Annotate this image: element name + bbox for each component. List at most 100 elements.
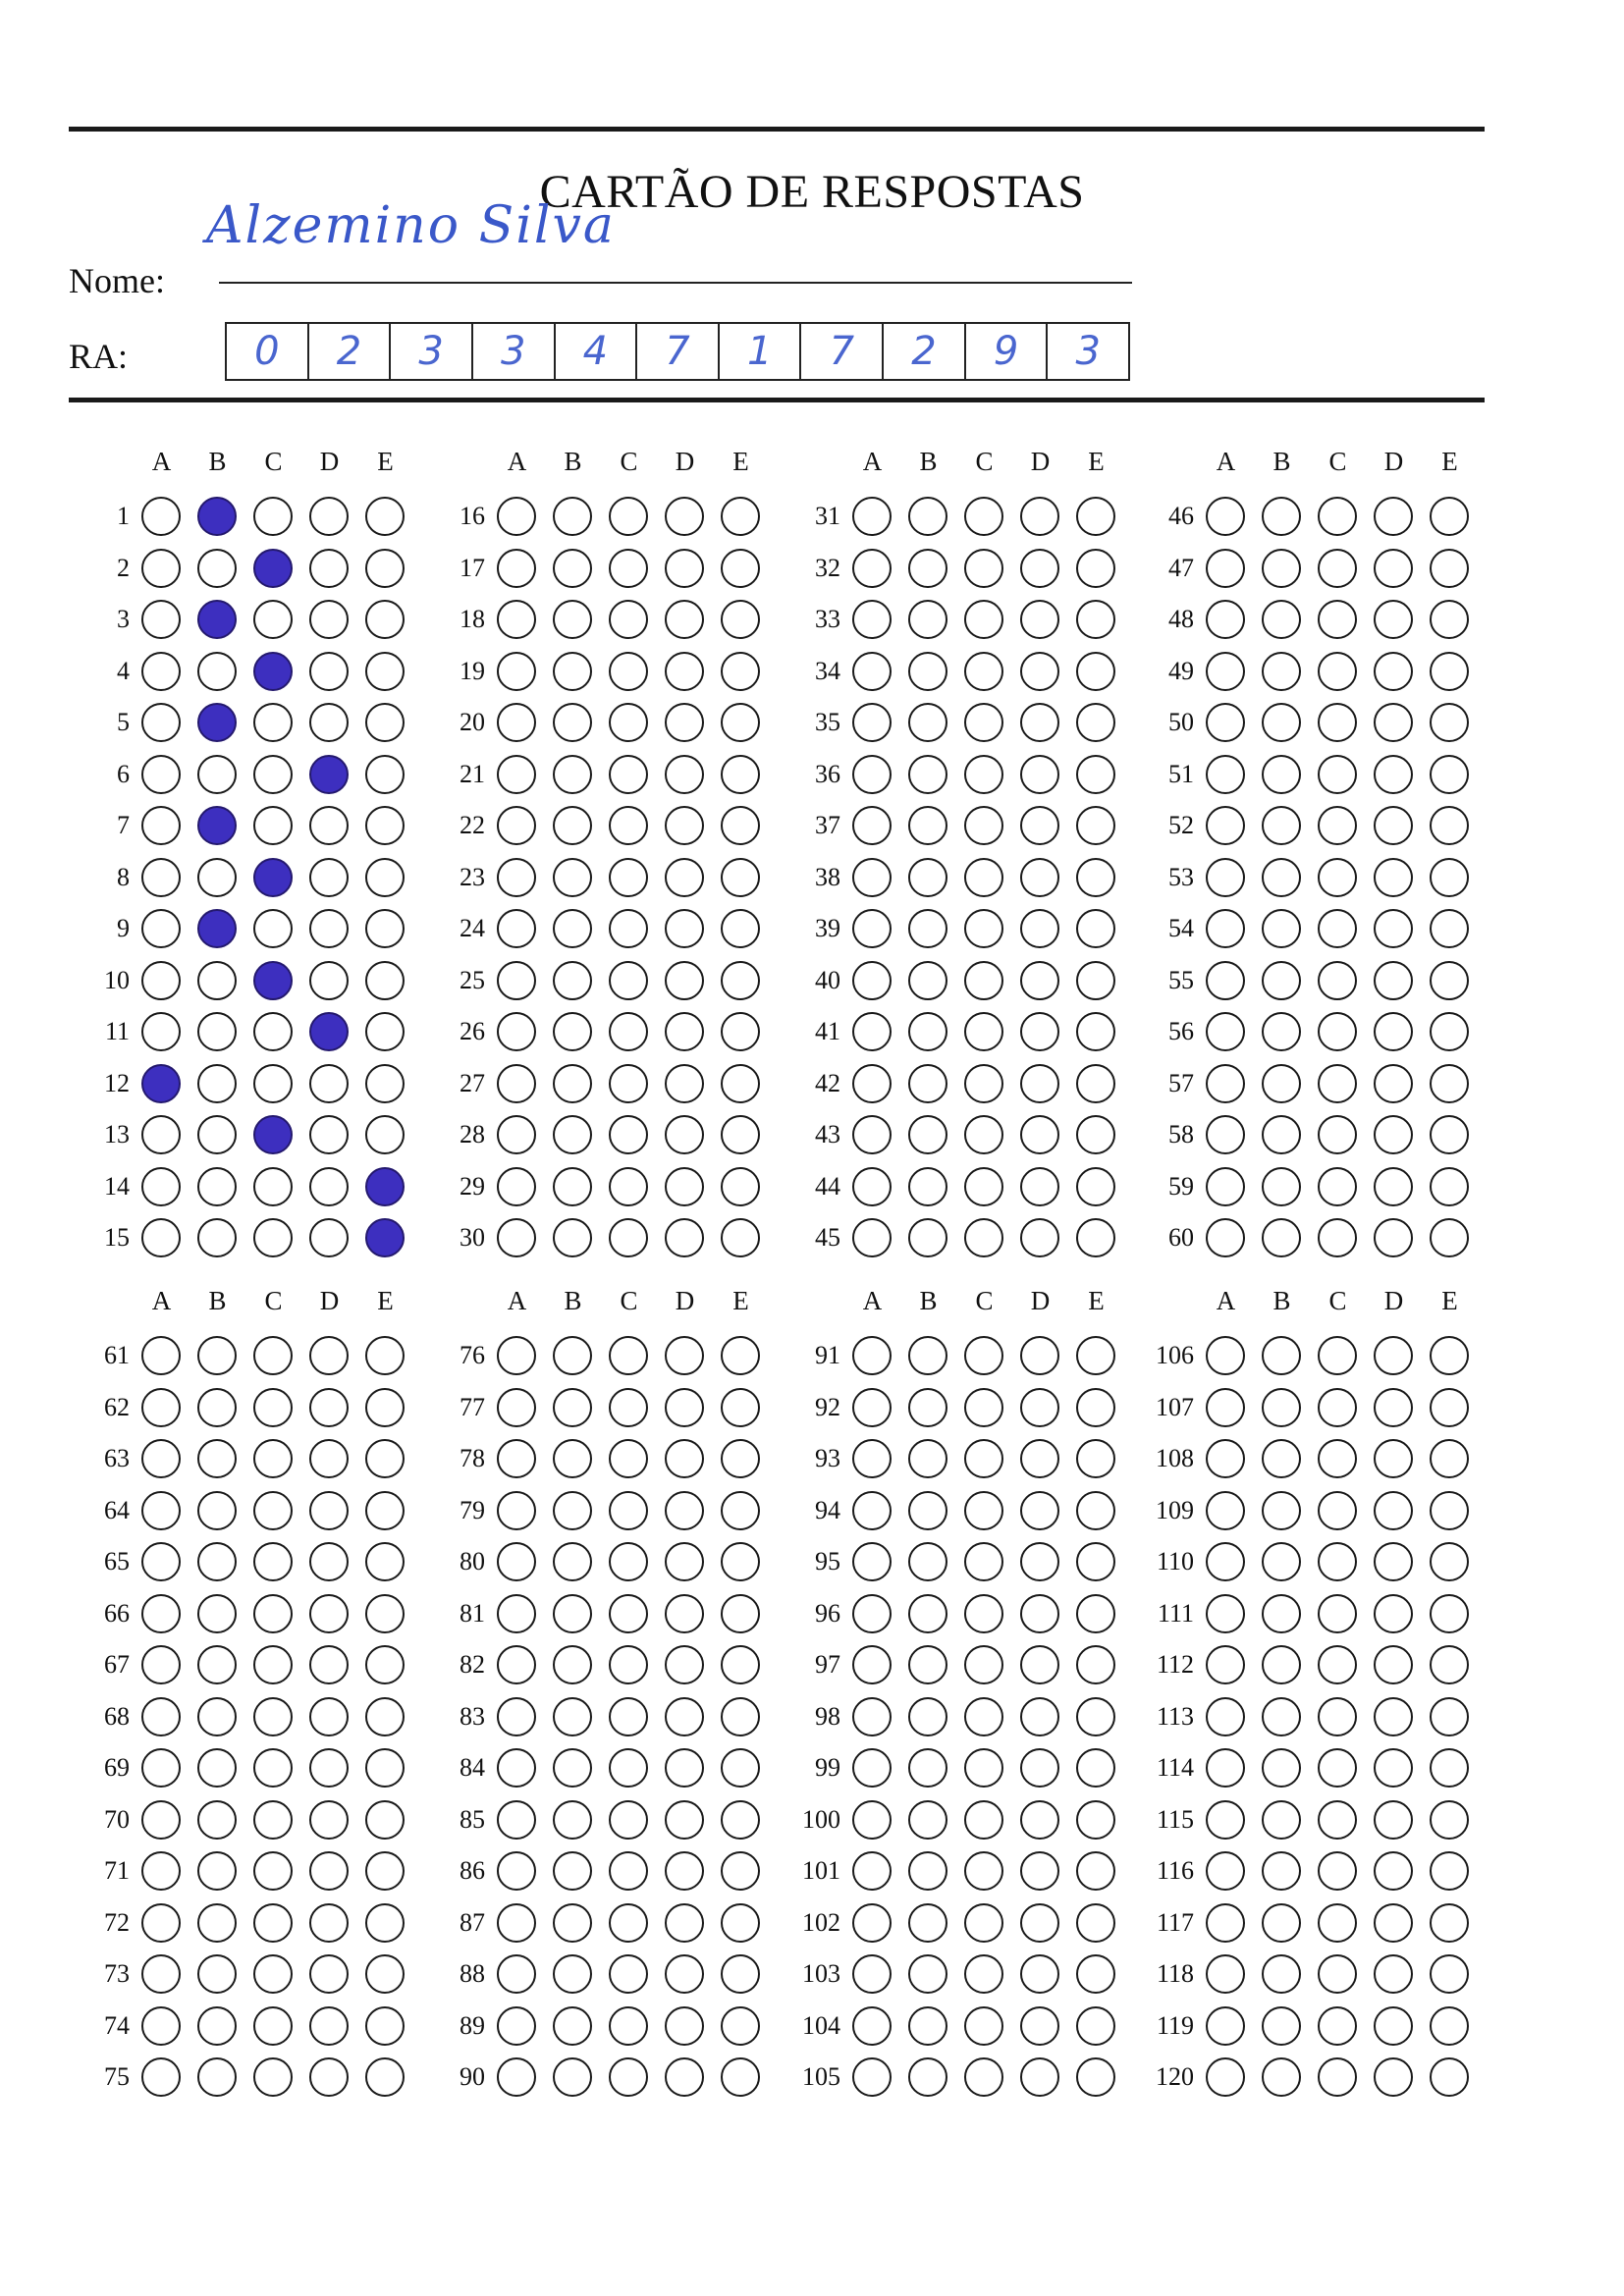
answer-bubble-d[interactable] bbox=[309, 1115, 349, 1154]
answer-bubble-b[interactable] bbox=[197, 497, 237, 536]
answer-bubble-b[interactable] bbox=[197, 2057, 237, 2097]
answer-bubble-d[interactable] bbox=[665, 600, 704, 639]
answer-bubble-c[interactable] bbox=[964, 1115, 1003, 1154]
answer-bubble-c[interactable] bbox=[609, 1166, 648, 1206]
answer-bubble-d[interactable] bbox=[1020, 1387, 1059, 1427]
answer-bubble-b[interactable] bbox=[908, 497, 947, 536]
answer-bubble-a[interactable] bbox=[1206, 1696, 1245, 1736]
answer-bubble-c[interactable] bbox=[609, 1593, 648, 1633]
answer-bubble-e[interactable] bbox=[1076, 1490, 1115, 1530]
answer-bubble-d[interactable] bbox=[309, 2005, 349, 2046]
answer-bubble-c[interactable] bbox=[609, 1063, 648, 1103]
answer-bubble-b[interactable] bbox=[908, 1115, 947, 1154]
answer-bubble-b[interactable] bbox=[553, 960, 592, 1000]
answer-bubble-d[interactable] bbox=[1020, 1748, 1059, 1788]
answer-bubble-d[interactable] bbox=[1374, 1799, 1413, 1840]
answer-bubble-a[interactable] bbox=[497, 960, 536, 1000]
answer-bubble-b[interactable] bbox=[197, 1542, 237, 1581]
answer-bubble-e[interactable] bbox=[721, 1218, 760, 1257]
answer-bubble-d[interactable] bbox=[1374, 1851, 1413, 1891]
answer-bubble-c[interactable] bbox=[253, 960, 293, 1000]
answer-bubble-c[interactable] bbox=[253, 2057, 293, 2097]
answer-bubble-e[interactable] bbox=[365, 1012, 405, 1051]
answer-bubble-e[interactable] bbox=[1076, 1115, 1115, 1154]
answer-bubble-e[interactable] bbox=[365, 857, 405, 897]
answer-bubble-b[interactable] bbox=[197, 1439, 237, 1478]
answer-bubble-a[interactable] bbox=[1206, 548, 1245, 588]
answer-bubble-b[interactable] bbox=[908, 1063, 947, 1103]
answer-bubble-b[interactable] bbox=[1262, 857, 1301, 897]
answer-bubble-b[interactable] bbox=[553, 754, 592, 794]
answer-bubble-d[interactable] bbox=[1374, 1645, 1413, 1684]
answer-bubble-a[interactable] bbox=[1206, 1490, 1245, 1530]
answer-bubble-e[interactable] bbox=[365, 1696, 405, 1736]
answer-bubble-e[interactable] bbox=[1076, 1902, 1115, 1943]
answer-bubble-c[interactable] bbox=[253, 651, 293, 691]
answer-bubble-b[interactable] bbox=[908, 1490, 947, 1530]
answer-bubble-b[interactable] bbox=[908, 1593, 947, 1633]
answer-bubble-a[interactable] bbox=[141, 806, 181, 845]
answer-bubble-e[interactable] bbox=[1076, 1542, 1115, 1581]
answer-bubble-a[interactable] bbox=[852, 1645, 892, 1684]
answer-bubble-e[interactable] bbox=[365, 1336, 405, 1375]
answer-bubble-d[interactable] bbox=[1374, 1063, 1413, 1103]
answer-bubble-d[interactable] bbox=[1374, 1748, 1413, 1788]
answer-bubble-a[interactable] bbox=[141, 2057, 181, 2097]
answer-bubble-e[interactable] bbox=[365, 1439, 405, 1478]
answer-bubble-a[interactable] bbox=[141, 1954, 181, 1994]
answer-bubble-d[interactable] bbox=[1020, 1954, 1059, 1994]
answer-bubble-e[interactable] bbox=[365, 1218, 405, 1257]
answer-bubble-b[interactable] bbox=[197, 1012, 237, 1051]
answer-bubble-b[interactable] bbox=[197, 1799, 237, 1840]
ra-digit-cell[interactable]: 7 bbox=[801, 324, 885, 379]
answer-bubble-c[interactable] bbox=[1318, 1387, 1357, 1427]
answer-bubble-b[interactable] bbox=[553, 909, 592, 948]
answer-bubble-e[interactable] bbox=[1430, 1439, 1469, 1478]
answer-bubble-c[interactable] bbox=[253, 600, 293, 639]
answer-bubble-b[interactable] bbox=[553, 1387, 592, 1427]
answer-bubble-e[interactable] bbox=[1430, 651, 1469, 691]
answer-bubble-e[interactable] bbox=[1076, 1954, 1115, 1994]
answer-bubble-b[interactable] bbox=[197, 857, 237, 897]
answer-bubble-c[interactable] bbox=[1318, 1063, 1357, 1103]
answer-bubble-e[interactable] bbox=[365, 754, 405, 794]
answer-bubble-c[interactable] bbox=[964, 1799, 1003, 1840]
answer-bubble-d[interactable] bbox=[1374, 1012, 1413, 1051]
answer-bubble-d[interactable] bbox=[1020, 1218, 1059, 1257]
answer-bubble-d[interactable] bbox=[1374, 2005, 1413, 2046]
answer-bubble-c[interactable] bbox=[1318, 1851, 1357, 1891]
answer-bubble-e[interactable] bbox=[721, 1387, 760, 1427]
answer-bubble-d[interactable] bbox=[665, 806, 704, 845]
answer-bubble-e[interactable] bbox=[721, 1490, 760, 1530]
answer-bubble-a[interactable] bbox=[141, 1387, 181, 1427]
answer-bubble-b[interactable] bbox=[553, 1696, 592, 1736]
answer-bubble-a[interactable] bbox=[1206, 497, 1245, 536]
answer-bubble-a[interactable] bbox=[497, 651, 536, 691]
answer-bubble-e[interactable] bbox=[1076, 651, 1115, 691]
ra-digit-cell[interactable]: 3 bbox=[1075, 329, 1101, 374]
answer-bubble-c[interactable] bbox=[964, 1593, 1003, 1633]
answer-bubble-e[interactable] bbox=[1076, 2057, 1115, 2097]
answer-bubble-a[interactable] bbox=[1206, 1063, 1245, 1103]
answer-bubble-b[interactable] bbox=[1262, 1218, 1301, 1257]
answer-bubble-d[interactable] bbox=[1020, 909, 1059, 948]
answer-bubble-a[interactable] bbox=[1206, 1012, 1245, 1051]
answer-bubble-a[interactable] bbox=[1206, 1954, 1245, 1994]
answer-bubble-b[interactable] bbox=[553, 1593, 592, 1633]
answer-bubble-d[interactable] bbox=[1020, 1696, 1059, 1736]
answer-bubble-e[interactable] bbox=[1430, 909, 1469, 948]
answer-bubble-a[interactable] bbox=[852, 1748, 892, 1788]
answer-bubble-b[interactable] bbox=[908, 1748, 947, 1788]
answer-bubble-a[interactable] bbox=[497, 1902, 536, 1943]
answer-bubble-d[interactable] bbox=[665, 1115, 704, 1154]
answer-bubble-e[interactable] bbox=[365, 1166, 405, 1206]
answer-bubble-d[interactable] bbox=[1374, 548, 1413, 588]
answer-bubble-d[interactable] bbox=[1020, 1166, 1059, 1206]
answer-bubble-d[interactable] bbox=[1374, 1593, 1413, 1633]
answer-bubble-b[interactable] bbox=[1262, 651, 1301, 691]
answer-bubble-a[interactable] bbox=[497, 754, 536, 794]
answer-bubble-b[interactable] bbox=[908, 1012, 947, 1051]
answer-bubble-b[interactable] bbox=[908, 909, 947, 948]
answer-bubble-c[interactable] bbox=[253, 1115, 293, 1154]
answer-bubble-c[interactable] bbox=[253, 1799, 293, 1840]
